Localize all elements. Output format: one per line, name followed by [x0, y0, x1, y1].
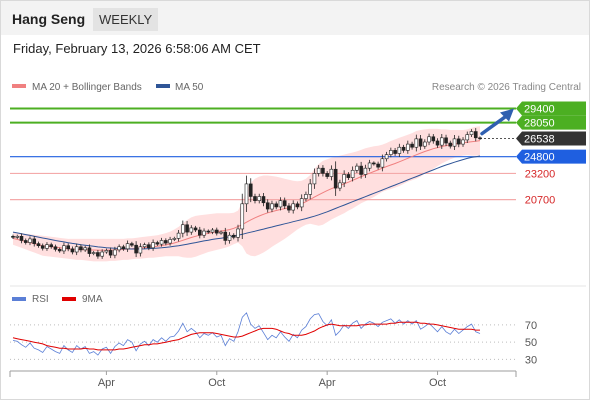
level-label-28050: 28050 — [524, 118, 555, 130]
ma20-legend-swatch — [12, 84, 26, 88]
rsi-tick-70: 70 — [525, 320, 537, 332]
level-label-23200: 23200 — [525, 168, 556, 180]
level-label-29400: 29400 — [524, 103, 555, 115]
legend: MA 20 + Bollinger Bands MA 50 Research ©… — [12, 82, 581, 93]
rsi-legend-label: RSI — [32, 294, 49, 305]
rsi-panel: 70 50 30 — [10, 313, 537, 366]
level-label-20700: 20700 — [525, 195, 556, 207]
ma50-legend-label: MA 50 — [175, 82, 204, 93]
x-label-oct: Oct — [208, 377, 225, 389]
level-label-24800: 24800 — [524, 152, 555, 164]
x-label-oct: Oct — [429, 377, 446, 389]
credit-text: Research © 2026 Trading Central — [432, 82, 581, 93]
target-arrow — [482, 109, 514, 134]
x-axis: Apr Oct Apr Oct — [10, 371, 516, 389]
ma50-legend-swatch — [156, 84, 170, 88]
rsi-legend-swatch — [12, 297, 26, 301]
current-price-label: 26538 — [524, 133, 555, 145]
target-arrow-shaft — [482, 116, 507, 134]
rsi-tick-50: 50 — [525, 337, 537, 349]
rsi-tick-30: 30 — [525, 354, 537, 366]
level-labels: 29400 28050 24800 23200 20700 26538 — [516, 101, 586, 206]
x-label-apr: Apr — [98, 377, 115, 389]
ma9-legend-label: 9MA — [82, 294, 103, 305]
rsi-legend: RSI 9MA — [12, 294, 103, 305]
x-label-apr: Apr — [319, 377, 336, 389]
ma20-legend-label: MA 20 + Bollinger Bands — [32, 82, 142, 93]
rsi-ma9-line — [13, 322, 480, 350]
ma9-legend-swatch — [62, 297, 76, 301]
